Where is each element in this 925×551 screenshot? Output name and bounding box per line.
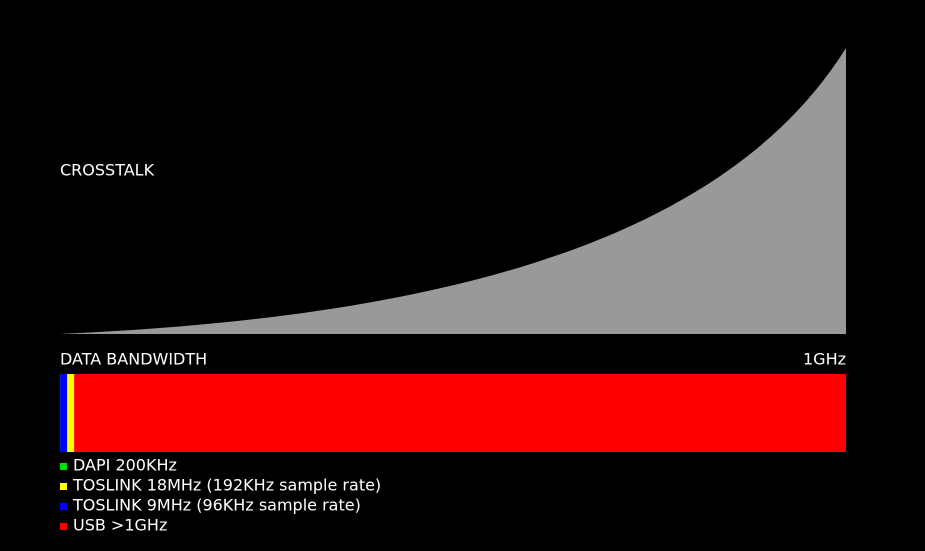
legend-label: TOSLINK 18MHz (192KHz sample rate) bbox=[72, 476, 381, 495]
legend-swatch bbox=[60, 523, 67, 530]
legend-swatch bbox=[60, 463, 67, 470]
legend-swatch bbox=[60, 503, 67, 510]
legend-label: USB >1GHz bbox=[73, 516, 167, 535]
x-tick-label: 1GHz bbox=[803, 350, 846, 369]
bar-segment bbox=[60, 374, 846, 452]
legend-label: TOSLINK 9MHz (96KHz sample rate) bbox=[72, 496, 361, 515]
annotation: CROSSTALK bbox=[60, 161, 155, 180]
legend-label: DAPI 200KHz bbox=[73, 456, 177, 475]
bar-segment bbox=[60, 374, 68, 452]
x-axis-label: DATA BANDWIDTH bbox=[60, 350, 207, 369]
crosstalk-curve bbox=[60, 48, 846, 334]
legend-swatch bbox=[60, 483, 67, 490]
